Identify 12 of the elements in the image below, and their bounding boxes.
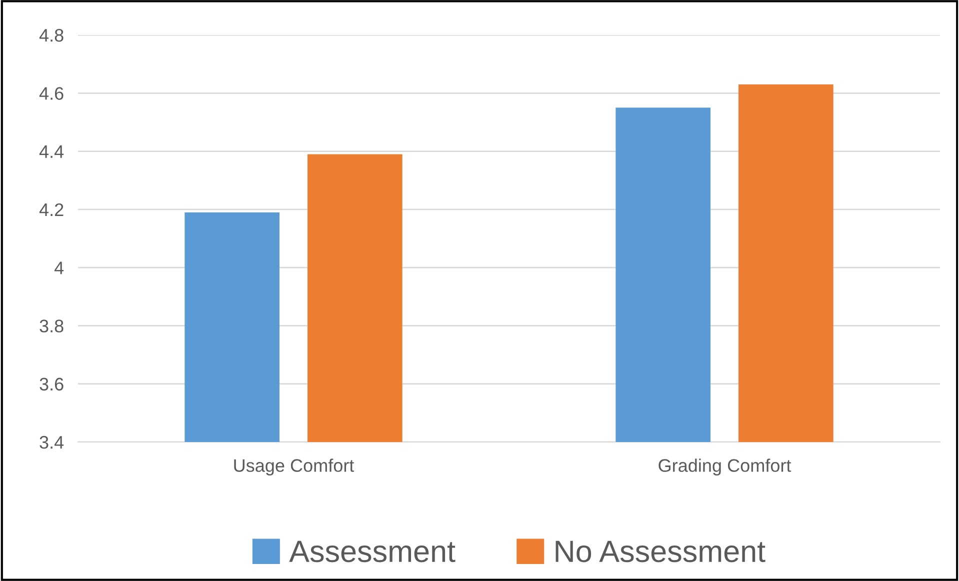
x-tick-label: Grading Comfort [658, 458, 792, 476]
y-tick-label: 4 [54, 262, 64, 274]
y-tick-label: 4.6 [39, 87, 64, 100]
legend-label: Assessment [289, 540, 456, 562]
y-tick-label: 4.4 [39, 145, 64, 158]
y-tick-label: 3.8 [40, 320, 64, 332]
y-tick-label: 3.6 [40, 378, 64, 391]
y-tick-label: 4.2 [39, 203, 64, 216]
x-tick-label: Usage Comfort [234, 458, 354, 476]
legend-label: No Assessment [556, 540, 766, 562]
y-tick-label: 3.4 [40, 436, 64, 449]
y-tick-label: 4.8 [39, 28, 64, 42]
